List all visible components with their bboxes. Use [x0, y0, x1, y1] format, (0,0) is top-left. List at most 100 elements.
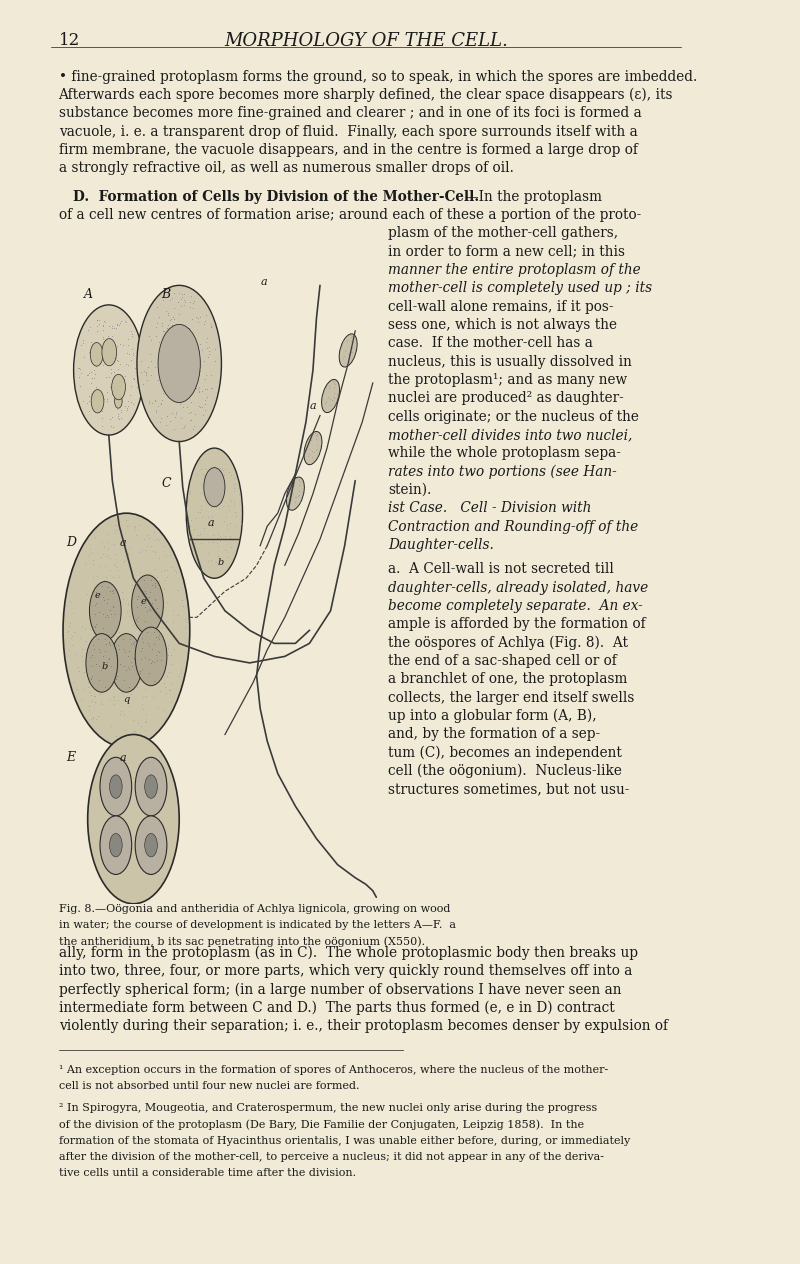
Point	[121, 398, 134, 418]
Point	[205, 512, 218, 532]
Text: A: A	[84, 288, 93, 301]
Text: tum (C), becomes an independent: tum (C), becomes an independent	[388, 746, 622, 760]
Point	[173, 345, 186, 365]
Point	[219, 507, 232, 527]
Point	[90, 316, 103, 336]
Point	[144, 583, 157, 603]
Point	[108, 523, 121, 544]
Point	[198, 369, 211, 389]
Point	[122, 335, 134, 355]
Point	[283, 490, 296, 511]
Point	[148, 560, 161, 580]
Point	[91, 310, 104, 330]
Point	[130, 589, 143, 609]
Point	[223, 528, 236, 549]
Point	[74, 628, 86, 648]
Circle shape	[74, 305, 144, 435]
Point	[110, 399, 123, 420]
Point	[154, 412, 166, 432]
Point	[223, 461, 236, 482]
Point	[169, 560, 182, 580]
Point	[187, 293, 200, 313]
Point	[198, 378, 211, 398]
Point	[209, 497, 222, 517]
Point	[81, 678, 94, 698]
Point	[135, 717, 148, 737]
Point	[115, 401, 128, 421]
Point	[140, 536, 153, 556]
Point	[102, 316, 115, 336]
Point	[125, 339, 138, 359]
Point	[156, 655, 169, 675]
Point	[155, 313, 168, 334]
Point	[170, 340, 182, 360]
Point	[112, 560, 125, 580]
Point	[340, 330, 353, 350]
Point	[132, 348, 145, 368]
Point	[167, 310, 180, 330]
Point	[90, 377, 102, 397]
Point	[107, 694, 120, 714]
Point	[139, 540, 152, 560]
Point	[205, 364, 218, 384]
Point	[110, 348, 122, 368]
Point	[138, 611, 151, 631]
Point	[331, 384, 344, 404]
Point	[234, 495, 247, 516]
Point	[132, 576, 145, 597]
Point	[134, 661, 146, 681]
Point	[144, 564, 157, 584]
Point	[194, 498, 207, 518]
Text: vacuole, i. e. a transparent drop of fluid.  Finally, each spore surrounds itsel: vacuole, i. e. a transparent drop of flu…	[58, 124, 638, 139]
Point	[112, 404, 125, 425]
Point	[182, 350, 194, 370]
Point	[310, 423, 323, 444]
Point	[126, 324, 138, 344]
Point	[139, 632, 152, 652]
Point	[90, 593, 102, 613]
Point	[218, 511, 230, 531]
Point	[216, 460, 229, 480]
Point	[62, 616, 75, 636]
Point	[187, 416, 200, 436]
Circle shape	[158, 325, 200, 402]
Point	[122, 646, 134, 666]
Point	[130, 609, 142, 629]
Point	[196, 380, 209, 401]
Point	[102, 608, 115, 628]
Point	[183, 360, 196, 380]
Point	[92, 628, 105, 648]
Point	[147, 623, 160, 643]
Point	[193, 380, 206, 401]
Point	[135, 541, 148, 561]
Point	[182, 507, 194, 527]
Point	[118, 640, 130, 660]
Point	[123, 659, 136, 679]
Point	[128, 636, 141, 656]
Point	[144, 618, 157, 638]
Point	[98, 556, 111, 576]
Point	[217, 495, 230, 516]
Point	[81, 364, 94, 384]
Point	[125, 633, 138, 653]
Point	[165, 308, 178, 329]
Point	[166, 317, 178, 337]
Point	[112, 638, 125, 659]
Point	[148, 542, 161, 562]
Point	[93, 310, 106, 330]
Point	[216, 482, 229, 502]
Point	[342, 344, 354, 364]
Point	[142, 586, 155, 607]
Point	[136, 604, 149, 624]
Point	[109, 514, 122, 535]
Point	[103, 547, 116, 568]
Circle shape	[100, 815, 132, 875]
Text: E: E	[66, 751, 76, 763]
Point	[138, 580, 151, 600]
Point	[100, 593, 113, 613]
Point	[154, 344, 166, 364]
Point	[90, 321, 103, 341]
Point	[128, 517, 141, 537]
Point	[93, 389, 106, 410]
Point	[96, 586, 109, 607]
